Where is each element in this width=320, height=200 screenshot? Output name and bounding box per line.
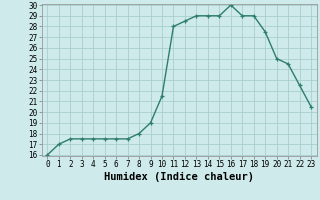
X-axis label: Humidex (Indice chaleur): Humidex (Indice chaleur) <box>104 172 254 182</box>
